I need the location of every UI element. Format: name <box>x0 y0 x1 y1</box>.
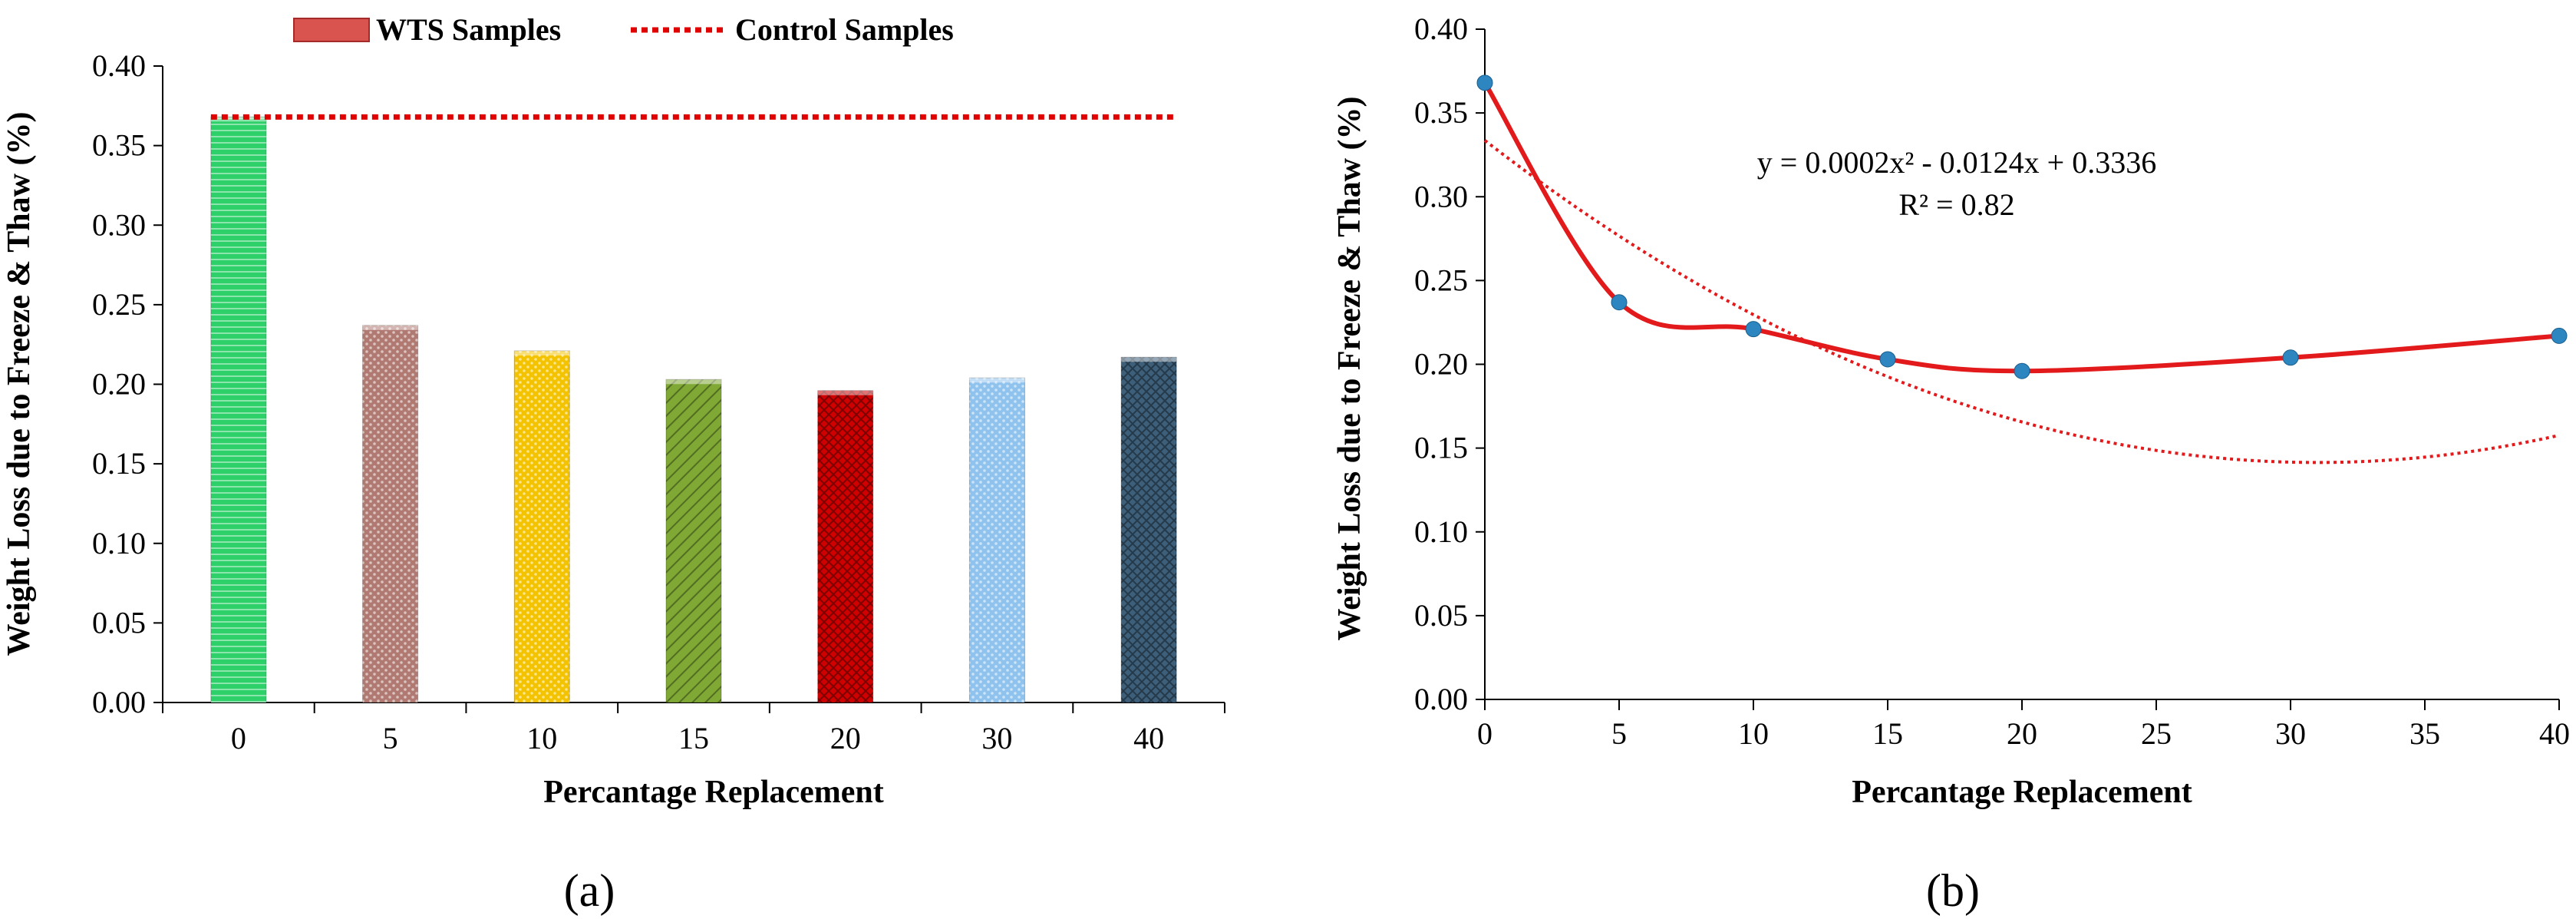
bar-top-highlight <box>514 350 570 355</box>
x-tick-label: 10 <box>1738 716 1769 751</box>
legend: WTS Samples Control Samples <box>293 12 954 47</box>
y-tick-label: 0.00 <box>1414 682 1468 716</box>
y-axis-title: Weight Loss due to Freeze & Thaw (%) <box>2 112 37 656</box>
trendline <box>1483 139 2560 464</box>
y-tick-label: 0.30 <box>92 207 146 242</box>
x-tick-label: 35 <box>2409 716 2440 751</box>
y-tick-label: 0.10 <box>1414 514 1468 549</box>
y-ticks: 0.00 0.05 0.10 0.15 0.20 0.25 0.30 0.35 0.40 <box>92 48 163 719</box>
y-tick-label: 0.15 <box>1414 431 1468 465</box>
data-point <box>2282 349 2299 366</box>
bar-texture <box>1121 357 1177 702</box>
bars <box>210 116 1177 703</box>
x-tick-label: 20 <box>830 721 861 755</box>
y-tick-label: 0.00 <box>92 685 146 719</box>
x-tick-label: 40 <box>1133 721 1164 755</box>
x-tick-label: 10 <box>526 721 557 755</box>
x-tick-label: 5 <box>1611 716 1627 751</box>
data-point <box>1476 74 1493 91</box>
bar-texture <box>817 390 873 702</box>
x-tick-label: 15 <box>1872 716 1903 751</box>
series-line <box>1483 81 2560 374</box>
x-tick-label: 20 <box>2007 716 2037 751</box>
x-tick-label: 30 <box>981 721 1012 755</box>
bar-top-highlight <box>817 390 873 395</box>
y-tick-label: 0.40 <box>92 48 146 83</box>
data-point <box>2014 362 2030 379</box>
x-tick-label: 40 <box>2539 716 2570 751</box>
bar-top-highlight <box>969 378 1025 383</box>
panel-label-a: (a) <box>564 865 615 916</box>
x-tick-label: 15 <box>678 721 709 755</box>
bar-texture <box>362 325 418 702</box>
bar-chart-panel-a: WTS Samples Control Samples 0.00 0.05 0.10… <box>2 12 1225 916</box>
legend-label-wts: WTS Samples <box>376 12 561 47</box>
data-point <box>2551 327 2568 344</box>
line-chart-panel-b: 0.00 0.05 0.10 0.15 0.20 0.25 0.30 0.35 0.40 0 5 1… <box>1332 12 2570 916</box>
y-axis-title: Weight Loss due to Freeze & Thaw (%) <box>1332 97 1367 641</box>
y-tick-label: 0.15 <box>92 446 146 481</box>
y-tick-label: 0.30 <box>1414 179 1468 213</box>
bar-texture <box>210 117 266 702</box>
y-tick-label: 0.40 <box>1414 12 1468 46</box>
x-ticks: 0 5 10 15 20 25 30 35 40 <box>1477 699 2570 751</box>
y-tick-label: 0.25 <box>1414 263 1468 297</box>
y-tick-label: 0.10 <box>92 526 146 560</box>
x-tick-label: 0 <box>231 721 246 755</box>
data-point <box>1879 351 1896 368</box>
data-points <box>1476 74 2568 379</box>
y-tick-label: 0.35 <box>1414 95 1468 130</box>
y-tick-label: 0.20 <box>92 367 146 402</box>
bar-top-highlight <box>666 379 721 385</box>
trendline-r-squared: R² = 0.82 <box>1898 187 2014 222</box>
x-ticks: 0 5 10 15 20 30 40 <box>162 702 1225 755</box>
x-axis-title: Percantage Replacement <box>1852 775 2192 810</box>
legend-swatch-wts <box>293 18 370 42</box>
legend-label-control: Control Samples <box>735 12 954 47</box>
data-point <box>1611 294 1628 311</box>
x-tick-label: 5 <box>383 721 398 755</box>
x-tick-label: 0 <box>1477 716 1492 751</box>
y-ticks: 0.00 0.05 0.10 0.15 0.20 0.25 0.30 0.35 0.40 <box>1414 12 1485 716</box>
bar-texture <box>969 378 1025 702</box>
y-tick-label: 0.20 <box>1414 347 1468 382</box>
y-tick-label: 0.25 <box>92 287 146 322</box>
bar-texture <box>666 379 721 702</box>
bar-top-highlight <box>362 325 418 330</box>
trendline-equation: y = 0.0002x² - 0.0124x + 0.3336 <box>1757 145 2156 180</box>
y-tick-label: 0.05 <box>1414 598 1468 633</box>
bar-top-highlight <box>1121 357 1177 362</box>
data-point <box>1745 321 1762 338</box>
x-tick-label: 25 <box>2141 716 2172 751</box>
x-axis-title: Percantage Replacement <box>543 775 884 810</box>
y-tick-label: 0.05 <box>92 605 146 640</box>
y-tick-label: 0.35 <box>92 128 146 163</box>
panel-label-b: (b) <box>1926 865 1980 916</box>
x-tick-label: 30 <box>2275 716 2306 751</box>
bar-texture <box>514 350 570 702</box>
